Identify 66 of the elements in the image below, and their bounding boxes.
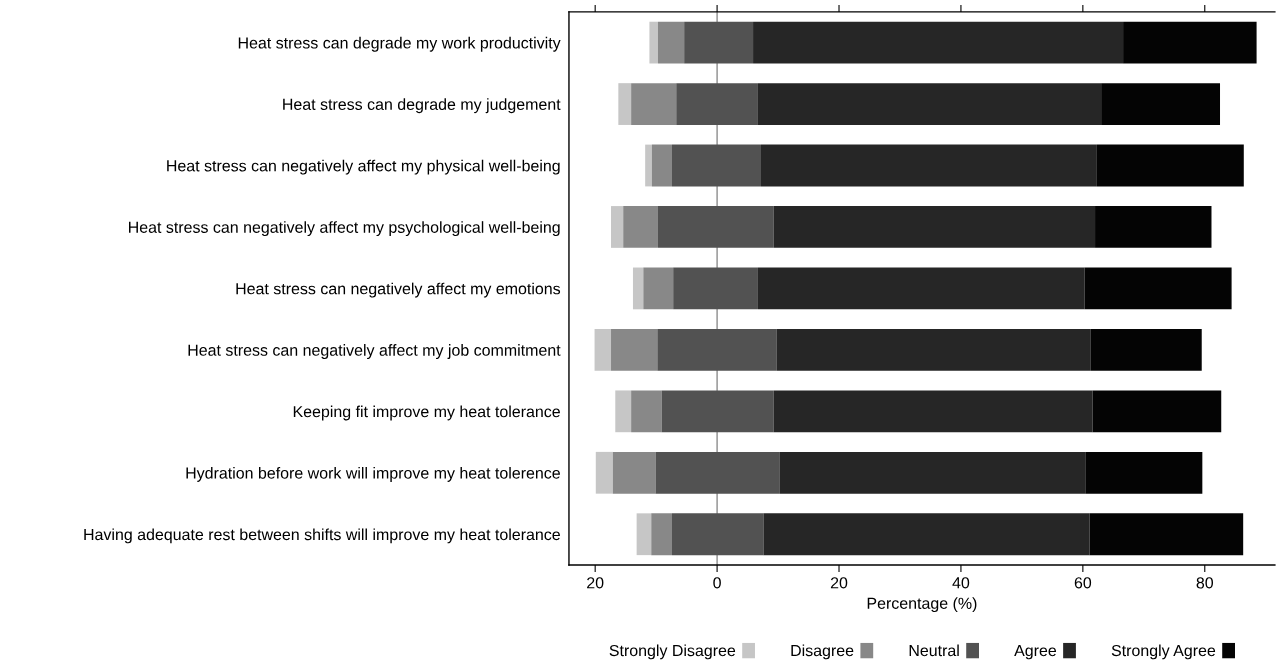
x-tick-label: 20 <box>830 577 848 589</box>
legend-label: Strongly Disagree <box>609 644 736 660</box>
bar <box>612 451 656 494</box>
x-axis-title: Percentage (%) <box>867 597 977 613</box>
bar <box>763 513 1090 556</box>
bar <box>611 328 658 371</box>
bar <box>1101 83 1221 125</box>
bar <box>595 451 613 494</box>
bar <box>631 390 662 433</box>
bar <box>655 451 780 494</box>
bar <box>757 267 1085 310</box>
bar <box>676 83 758 125</box>
bar <box>757 83 1102 125</box>
bar <box>671 144 761 187</box>
bar <box>661 390 774 433</box>
bar <box>643 267 674 310</box>
bar <box>657 328 777 371</box>
bar <box>631 83 677 125</box>
bar <box>760 144 1097 187</box>
bar <box>1092 390 1222 433</box>
bar <box>615 390 632 433</box>
bar <box>649 21 658 64</box>
legend-label: Disagree <box>791 644 854 660</box>
bar <box>636 513 652 556</box>
legend-label: Agree <box>1014 645 1057 660</box>
x-tick-label: 0 <box>713 577 721 589</box>
y-tick-label: Having adequate rest between shifts will improve my heat tolerance <box>84 528 560 544</box>
x-tick-label: 40 <box>952 577 970 589</box>
y-tick-label: Keeping fit improve my heat tolerance <box>293 405 560 421</box>
bar <box>1084 267 1232 310</box>
x-tick-label: 80 <box>1196 577 1214 589</box>
bar <box>776 328 1091 371</box>
y-tick-label: Heat stress can degrade my work productivity <box>238 36 561 52</box>
bar <box>1090 328 1202 371</box>
y-tick-label: Heat stress can negatively affect my physical well-being <box>167 159 560 175</box>
x-tick-label: 20 <box>587 577 604 589</box>
y-tick-label: Heat stress can degrade my judgement <box>283 98 561 114</box>
legend-label: Strongly Agree <box>1111 644 1216 660</box>
bar <box>657 206 774 248</box>
bar <box>773 206 1096 248</box>
bar <box>651 144 672 187</box>
bar <box>611 206 624 248</box>
bar <box>1123 21 1257 64</box>
bar <box>623 206 658 248</box>
bar <box>779 451 1086 494</box>
bar <box>753 21 1124 64</box>
bar <box>632 267 644 310</box>
bar <box>684 21 754 64</box>
legend-label: Neutral <box>909 644 959 657</box>
y-tick-label: Hydration before work will improve my heat tolerence <box>186 466 560 482</box>
y-tick-label: Heat stress can negatively affect my job commitment <box>188 344 561 359</box>
y-tick-label: Heat stress can negatively affect my emotions <box>236 282 561 298</box>
bar <box>618 83 632 125</box>
bar <box>645 144 652 187</box>
bar <box>1085 451 1203 494</box>
bar <box>657 21 685 64</box>
bar <box>651 513 672 556</box>
x-tick-label: 60 <box>1074 577 1092 589</box>
bar <box>673 267 758 310</box>
bar <box>1095 206 1212 248</box>
bar <box>671 513 764 556</box>
bar <box>1096 144 1244 187</box>
y-tick-label: Heat stress can negatively affect my psychological well-being <box>129 221 560 237</box>
bar <box>773 390 1093 433</box>
bar <box>1089 513 1244 556</box>
bar <box>594 328 612 371</box>
